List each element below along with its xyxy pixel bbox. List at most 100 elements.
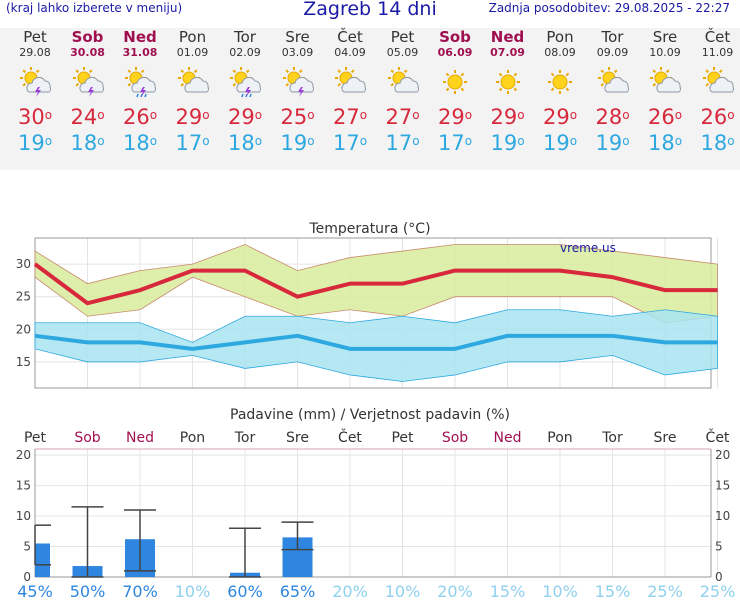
day-name: Pet (377, 28, 429, 46)
day-date: 10.09 (639, 46, 691, 60)
day-date: 01.09 (167, 46, 219, 60)
top-bar: (kraj lahko izberete v meniju) Zagreb 14… (0, 0, 740, 22)
day-date: 04.09 (324, 46, 376, 60)
max-temperature: 26o (114, 104, 166, 130)
degree-sign: o (202, 134, 209, 148)
degree-sign: o (727, 134, 734, 148)
precipitation-probability: 15% (490, 582, 526, 601)
sun-cloud-rain-storm-icon (229, 66, 261, 98)
precipitation-probability: 25% (647, 582, 683, 601)
day-date: 06.09 (429, 46, 481, 60)
x-tick-label: Pon (547, 430, 572, 446)
day-name: Ned (482, 28, 534, 46)
max-point (350, 283, 351, 284)
sun-cloud-icon (597, 66, 629, 98)
degree-sign: o (360, 134, 367, 148)
x-tick-label: Pon (180, 430, 205, 446)
day-name: Sre (272, 28, 324, 46)
min-point (245, 342, 246, 343)
max-point (717, 290, 718, 291)
sun-cloud-storm-icon (72, 66, 104, 98)
max-temperature: 27o (324, 104, 376, 130)
max-temperature: 24o (62, 104, 114, 130)
x-tick-label: Tor (234, 430, 256, 446)
day-date: 29.08 (9, 46, 61, 60)
sun-cloud-icon (702, 66, 734, 98)
min-point (455, 348, 456, 349)
day-name: Tor (587, 28, 639, 46)
day-date: 07.09 (482, 46, 534, 60)
precipitation-probability: 70% (122, 582, 158, 601)
y-tick-label: 30 (16, 257, 31, 271)
day-date: 30.08 (62, 46, 114, 60)
sun-cloud-icon (334, 66, 366, 98)
max-temperature: 29o (429, 104, 481, 130)
x-tick-label: Ned (494, 430, 522, 446)
degree-sign: o (97, 108, 104, 122)
precipitation-probability: 50% (70, 582, 106, 601)
sun-cloud-rain-storm-icon (124, 66, 156, 98)
min-temperature: 19o (272, 130, 324, 156)
min-temperature: 19o (534, 130, 586, 156)
y-tick-label-right: 15 (715, 479, 730, 493)
day-name: Tor (219, 28, 271, 46)
degree-sign: o (675, 134, 682, 148)
sun-cloud-icon (387, 66, 419, 98)
day-date: 09.09 (587, 46, 639, 60)
max-temperature: 26o (692, 104, 740, 130)
precipitation-probability: 20% (332, 582, 368, 601)
x-tick-label: Sob (442, 430, 468, 446)
degree-sign: o (727, 108, 734, 122)
degree-sign: o (517, 108, 524, 122)
x-tick-label: Sre (286, 430, 309, 446)
min-temperature: 17o (429, 130, 481, 156)
sun-icon (439, 66, 471, 98)
min-point (402, 348, 403, 349)
min-point (665, 342, 666, 343)
degree-sign: o (150, 134, 157, 148)
y-tick-label: 15 (16, 355, 31, 369)
precipitation-probability: 60% (227, 582, 263, 601)
precipitation-chart: Padavine (mm) / Verjetnost padavin (%)Pe… (0, 398, 740, 608)
max-point (612, 277, 613, 278)
min-point (297, 335, 298, 336)
day-name: Sre (639, 28, 691, 46)
day-name: Čet (324, 28, 376, 46)
max-temperature: 27o (377, 104, 429, 130)
min-temperature: 17o (377, 130, 429, 156)
precipitation-bar (35, 543, 50, 577)
sun-cloud-storm-icon (19, 66, 51, 98)
max-temperature: 29o (167, 104, 219, 130)
precipitation-probability: 25% (700, 582, 736, 601)
max-point (560, 270, 561, 271)
degree-sign: o (45, 134, 52, 148)
degree-sign: o (307, 108, 314, 122)
sun-icon (544, 66, 576, 98)
y-tick-label: 10 (16, 509, 31, 523)
min-temperature: 18o (114, 130, 166, 156)
min-temperature: 18o (219, 130, 271, 156)
x-tick-label: Sob (74, 430, 100, 446)
min-point (192, 348, 193, 349)
x-tick-label: Čet (706, 428, 730, 446)
precipitation-probability: 20% (437, 582, 473, 601)
degree-sign: o (255, 134, 262, 148)
day-name: Sob (429, 28, 481, 46)
min-point (35, 335, 36, 336)
max-point (402, 283, 403, 284)
degree-sign: o (307, 134, 314, 148)
day-name: Sob (62, 28, 114, 46)
degree-sign: o (675, 108, 682, 122)
max-temperature: 25o (272, 104, 324, 130)
day-date: 02.09 (219, 46, 271, 60)
y-tick-label: 15 (16, 479, 31, 493)
max-temperature: 28o (587, 104, 639, 130)
day-name: Pon (534, 28, 586, 46)
